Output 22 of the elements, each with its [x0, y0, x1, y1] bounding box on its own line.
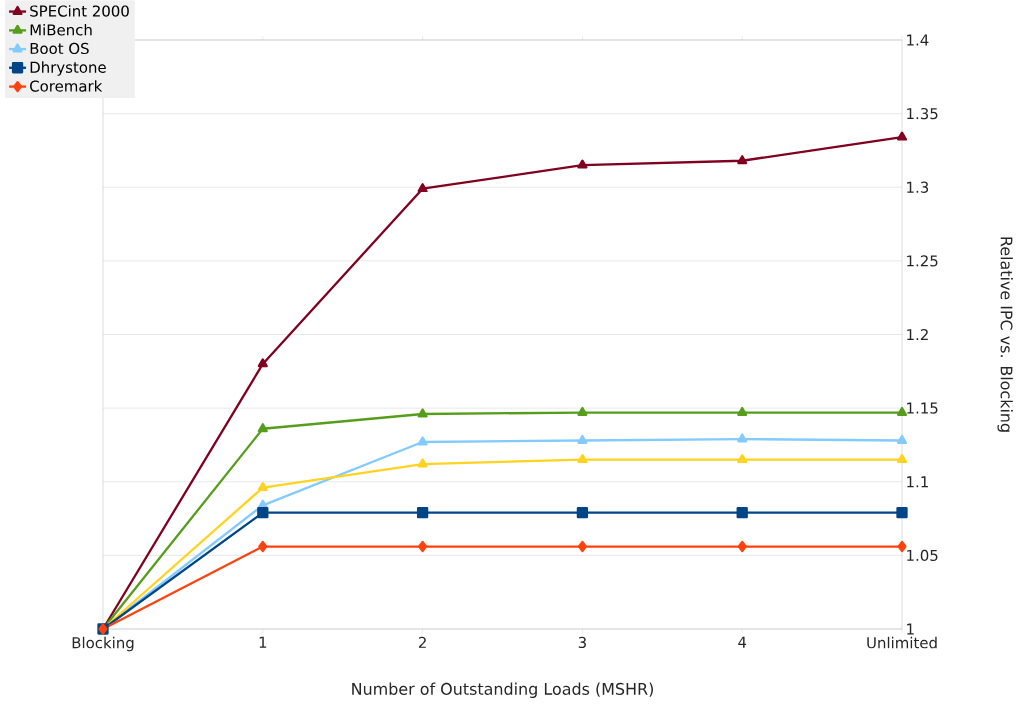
y-tick-label: 1.25 [907, 255, 938, 267]
legend-label: MiBench [30, 23, 92, 36]
x-axis-title: Number of Outstanding Loads (MSHR) [352, 682, 653, 699]
y-axis-title: Relative IPC vs. Blocking [997, 237, 1013, 432]
y-tick-label: 1.2 [907, 328, 928, 341]
x-tick-label: 2 [418, 636, 426, 648]
y-tick-label: 1.3 [907, 181, 929, 193]
legend-label: SPECint 2000 [30, 5, 129, 17]
x-tick-label: 1 [259, 636, 267, 648]
x-tick-label: Blocking [72, 636, 134, 652]
legend-label: Dhrystone [30, 61, 106, 76]
y-tick-label: 1.15 [907, 402, 938, 414]
y-tick-label: 1.1 [907, 476, 928, 488]
legend-label: Coremark [30, 80, 103, 92]
legend-label: Boot OS [30, 42, 89, 55]
y-tick-label: 1.05 [907, 549, 938, 562]
y-tick-label: 1 [907, 623, 914, 635]
y-tick-label: 1.35 [907, 107, 938, 120]
y-tick-label: 1.4 [907, 34, 929, 46]
x-tick-label: Unlimited [867, 636, 937, 649]
x-tick-label: 4 [738, 636, 747, 648]
x-tick-label: 3 [578, 636, 586, 649]
